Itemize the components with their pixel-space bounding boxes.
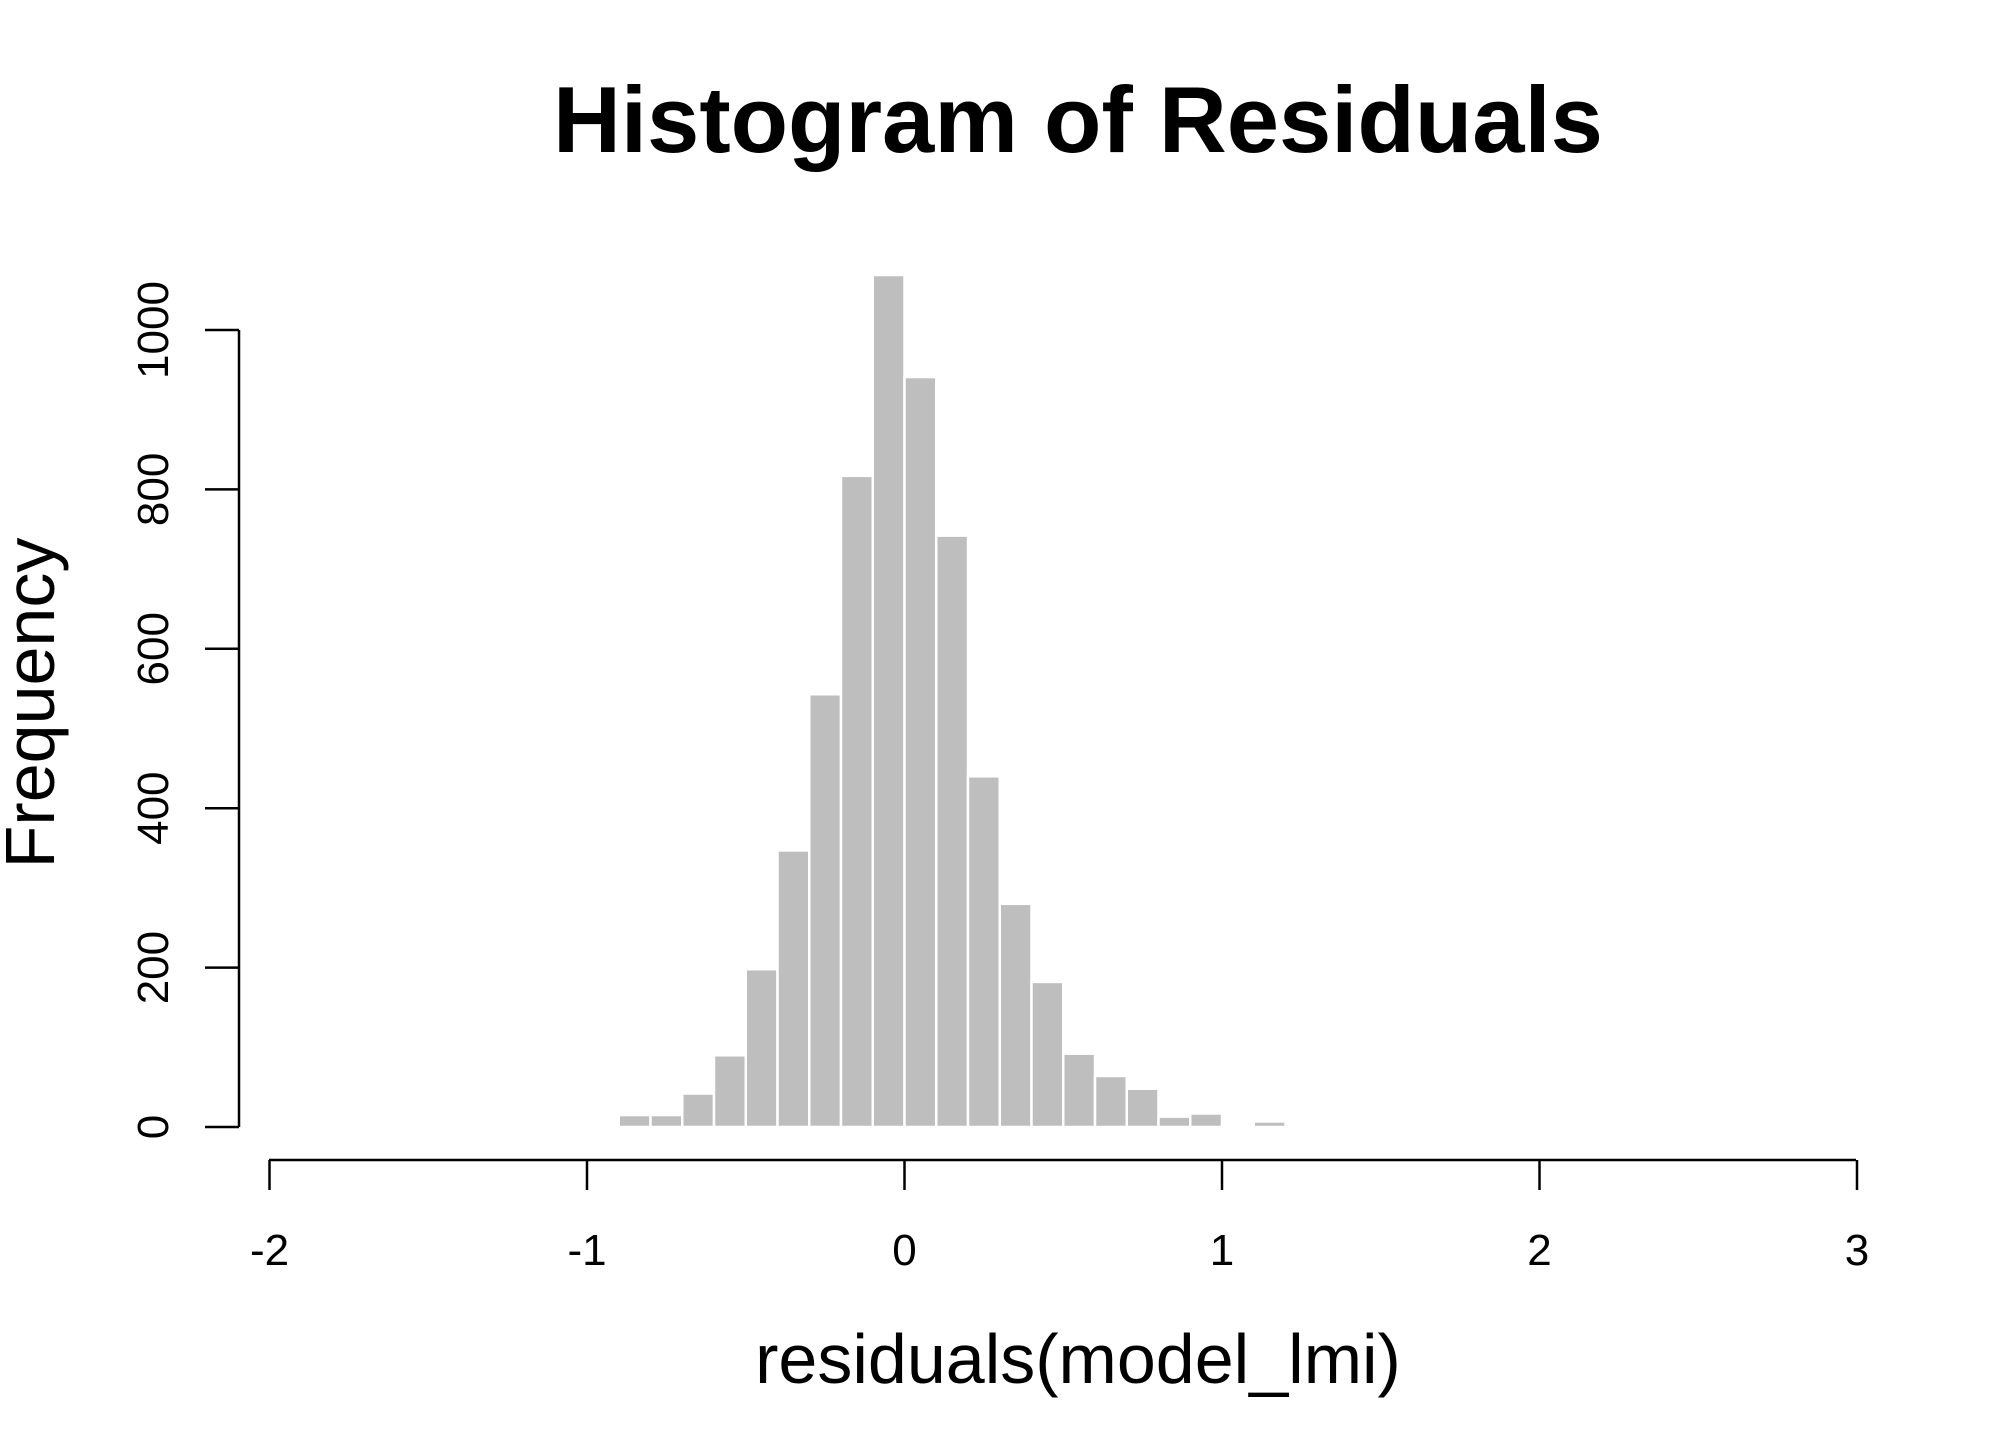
y-tick-label: 1000 [129, 281, 178, 379]
histogram-bar [903, 375, 938, 1129]
histogram-bar [808, 692, 843, 1129]
histogram-bars [585, 273, 1287, 1129]
y-tick-label: 600 [129, 612, 178, 685]
histogram-bar [871, 273, 906, 1129]
histogram-bar [839, 474, 874, 1129]
x-axis-ticks: -2 -1 0 1 2 3 [250, 1160, 1869, 1275]
x-tick-label: -1 [567, 1226, 606, 1275]
histogram-bar [617, 1113, 652, 1129]
histogram-bar [1220, 1124, 1255, 1129]
histogram-bar [1062, 1052, 1097, 1129]
histogram-bar [712, 1054, 747, 1129]
x-tick-label: 1 [1210, 1226, 1234, 1275]
y-tick-label: 200 [129, 931, 178, 1004]
chart-title: Histogram of Residuals [553, 67, 1603, 172]
histogram-bar [585, 1124, 620, 1129]
y-tick-label: 0 [129, 1115, 178, 1139]
histogram-bar [681, 1092, 716, 1129]
histogram-bar [776, 849, 811, 1129]
histogram-bar [1252, 1120, 1287, 1129]
x-tick-label: 2 [1527, 1226, 1551, 1275]
histogram-bar [935, 534, 970, 1129]
x-tick-label: -2 [250, 1226, 289, 1275]
y-tick-label: 400 [129, 771, 178, 844]
histogram-bar [1125, 1087, 1160, 1129]
x-axis-label: residuals(model_lmi) [755, 1320, 1401, 1398]
x-tick-label: 0 [892, 1226, 916, 1275]
histogram-bar [1157, 1115, 1192, 1129]
histogram-bar [649, 1113, 684, 1129]
histogram-bar [1189, 1112, 1224, 1129]
y-axis-ticks: 0 200 400 600 800 1000 [129, 281, 239, 1139]
histogram-bar [744, 967, 779, 1129]
y-tick-label: 800 [129, 453, 178, 526]
histogram-bar [998, 902, 1033, 1129]
y-axis-label: Frequency [0, 538, 69, 869]
histogram-bar [1030, 980, 1065, 1129]
x-tick-label: 3 [1845, 1226, 1869, 1275]
histogram-bar [1093, 1074, 1128, 1129]
histogram-bar [966, 775, 1001, 1129]
